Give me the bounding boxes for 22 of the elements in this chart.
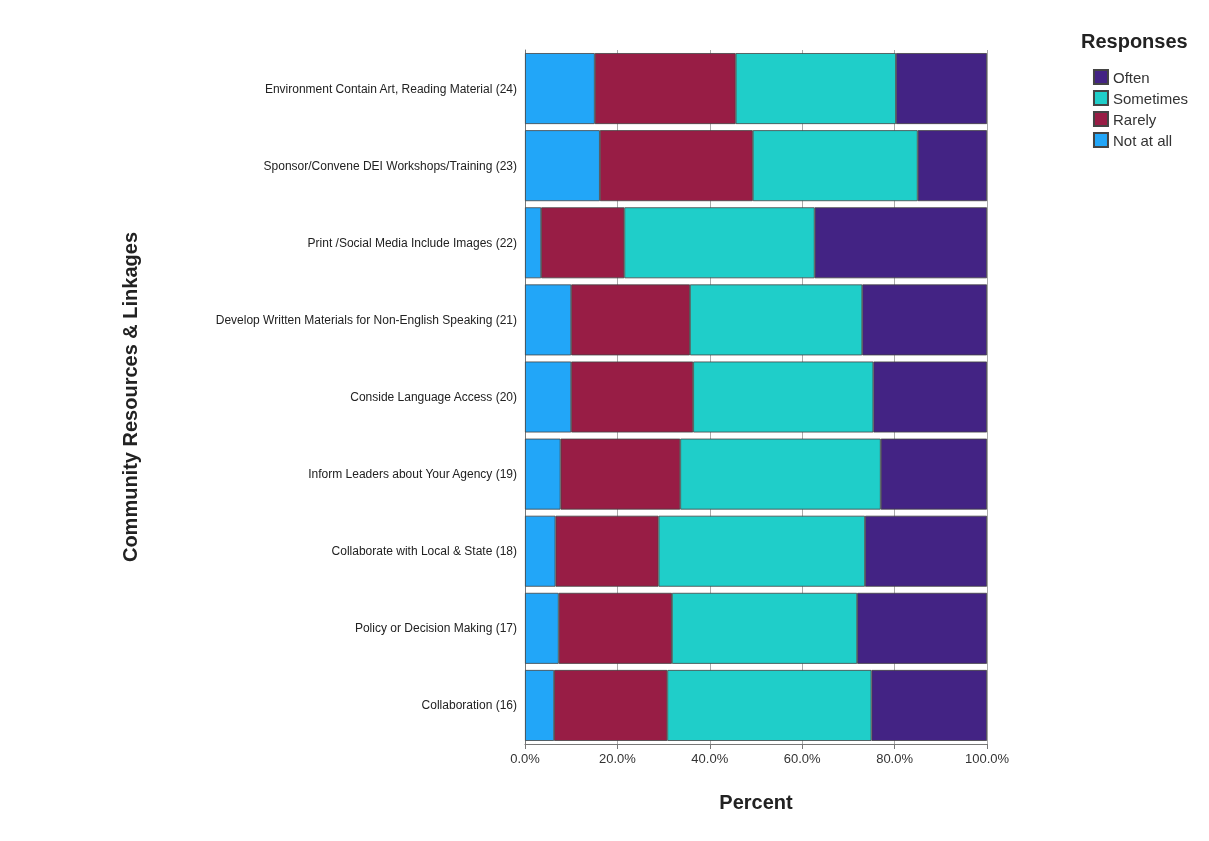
y-tick-label: Policy or Decision Making (17) [354,621,517,636]
y-tick-label: Sponsor/Convene DEI Workshops/Training (23) [263,158,517,173]
y-tick-label: Inform Leaders about Your Agency (19) [308,467,517,482]
legend-title: Responses [1081,30,1188,52]
legend-label: Rarely [1112,110,1157,128]
x-tick-label: 20.0% [598,751,637,766]
x-axis-title: Percent [719,791,794,813]
y-axis-title: Community Resources & Linkages [119,231,141,563]
legend-label: Often [1112,68,1150,86]
x-tick-label: 0.0% [510,751,541,766]
x-tick-label: 60.0% [783,751,822,766]
y-tick-label: Print /Social Media Include Images (22) [307,235,517,250]
x-tick-label: 100.0% [964,751,1010,766]
x-tick-label: 80.0% [876,751,914,766]
y-tick-label: Conside Language Access (20) [350,390,517,404]
y-tick-label: Develop Written Materials for Non-English Speaking (21) [215,312,517,327]
x-tick-label: 40.0% [691,751,729,766]
y-tick-label: Collaboration (16) [421,698,517,713]
y-tick-label: Environment Contain Art, Reading Material (24) [264,81,517,96]
y-tick-label: Collaborate with Local & State (18) [331,544,517,559]
legend-label: Sometimes [1112,89,1189,107]
legend-label: Not at all [1112,131,1173,149]
